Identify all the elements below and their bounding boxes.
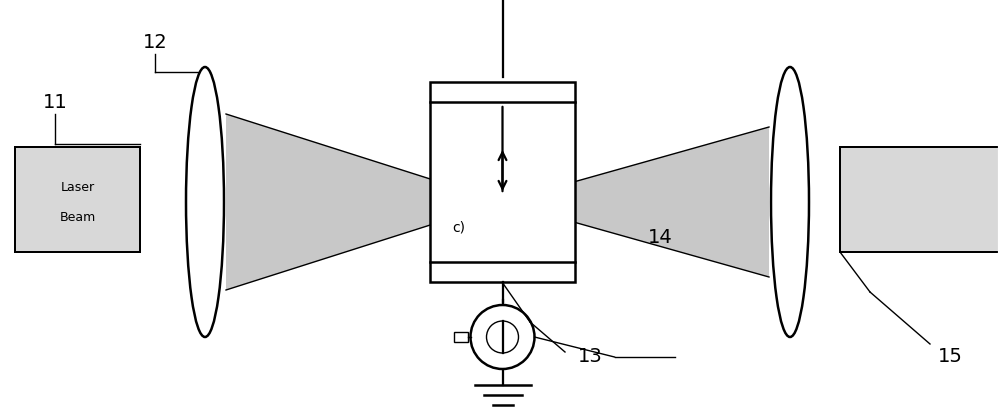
Text: Laser: Laser (60, 180, 95, 194)
Text: Beam: Beam (59, 211, 96, 223)
Text: 11: 11 (43, 93, 67, 112)
Ellipse shape (186, 67, 224, 337)
Bar (430, 82, 575, 282)
Text: 13: 13 (578, 347, 602, 367)
Text: 14: 14 (648, 227, 672, 246)
Bar (454, 332, 468, 342)
Bar (840, 147, 1000, 252)
Ellipse shape (771, 67, 809, 337)
Polygon shape (226, 114, 769, 290)
Text: c): c) (452, 220, 465, 234)
Bar (15, 147, 140, 252)
Text: 15: 15 (938, 347, 962, 367)
Text: 12: 12 (143, 33, 167, 52)
